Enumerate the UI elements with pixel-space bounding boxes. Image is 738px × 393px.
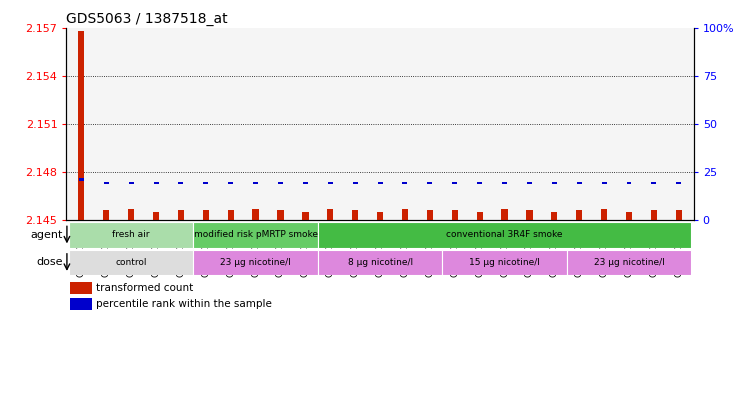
- Text: transformed count: transformed count: [96, 283, 193, 293]
- Text: conventional 3R4F smoke: conventional 3R4F smoke: [446, 230, 563, 239]
- Bar: [502, 182, 507, 184]
- Bar: [651, 211, 657, 220]
- Text: GDS5063 / 1387518_at: GDS5063 / 1387518_at: [66, 13, 228, 26]
- Bar: [526, 211, 533, 220]
- Bar: [676, 182, 681, 184]
- Bar: [601, 182, 607, 184]
- Bar: [227, 211, 234, 220]
- Text: fresh air: fresh air: [112, 230, 150, 239]
- Bar: [427, 211, 433, 220]
- Bar: [601, 209, 607, 220]
- Bar: [128, 182, 134, 184]
- Bar: [477, 212, 483, 220]
- Bar: [303, 182, 308, 184]
- Bar: [402, 182, 407, 184]
- Bar: [527, 182, 532, 184]
- Bar: [104, 182, 108, 184]
- Bar: [318, 222, 692, 248]
- Bar: [377, 212, 383, 220]
- Text: 23 µg nicotine/l: 23 µg nicotine/l: [593, 258, 664, 267]
- Bar: [204, 182, 208, 184]
- Bar: [78, 31, 84, 220]
- Bar: [193, 222, 318, 248]
- Bar: [328, 182, 333, 184]
- Bar: [303, 212, 308, 220]
- Bar: [253, 182, 258, 184]
- Text: control: control: [115, 258, 147, 267]
- Bar: [501, 209, 508, 220]
- Bar: [69, 250, 193, 275]
- Bar: [79, 178, 84, 181]
- Bar: [278, 182, 283, 184]
- Bar: [627, 182, 632, 184]
- Bar: [442, 250, 567, 275]
- Text: agent: agent: [30, 230, 63, 240]
- Bar: [567, 250, 692, 275]
- Bar: [402, 209, 408, 220]
- Text: 8 µg nicotine/l: 8 µg nicotine/l: [348, 258, 413, 267]
- Bar: [352, 211, 358, 220]
- Bar: [353, 182, 358, 184]
- Bar: [676, 211, 682, 220]
- Bar: [452, 182, 458, 184]
- Bar: [193, 250, 318, 275]
- Bar: [128, 209, 134, 220]
- Bar: [652, 182, 656, 184]
- Bar: [378, 182, 382, 184]
- Bar: [452, 211, 458, 220]
- Bar: [203, 211, 209, 220]
- Bar: [477, 182, 482, 184]
- Text: 23 µg nicotine/l: 23 µg nicotine/l: [220, 258, 291, 267]
- Bar: [318, 250, 442, 275]
- Text: modified risk pMRTP smoke: modified risk pMRTP smoke: [193, 230, 317, 239]
- Bar: [69, 298, 92, 310]
- Bar: [576, 182, 582, 184]
- Bar: [552, 182, 556, 184]
- Text: dose: dose: [36, 257, 63, 267]
- Bar: [69, 222, 193, 248]
- Bar: [576, 211, 582, 220]
- Bar: [103, 211, 109, 220]
- Bar: [69, 281, 92, 294]
- Bar: [327, 209, 334, 220]
- Bar: [252, 209, 259, 220]
- Bar: [154, 182, 159, 184]
- Bar: [626, 212, 632, 220]
- Bar: [153, 212, 159, 220]
- Text: 15 µg nicotine/l: 15 µg nicotine/l: [469, 258, 540, 267]
- Bar: [228, 182, 233, 184]
- Bar: [427, 182, 432, 184]
- Bar: [179, 182, 184, 184]
- Bar: [178, 211, 184, 220]
- Bar: [277, 211, 283, 220]
- Text: percentile rank within the sample: percentile rank within the sample: [96, 299, 272, 309]
- Bar: [551, 212, 557, 220]
